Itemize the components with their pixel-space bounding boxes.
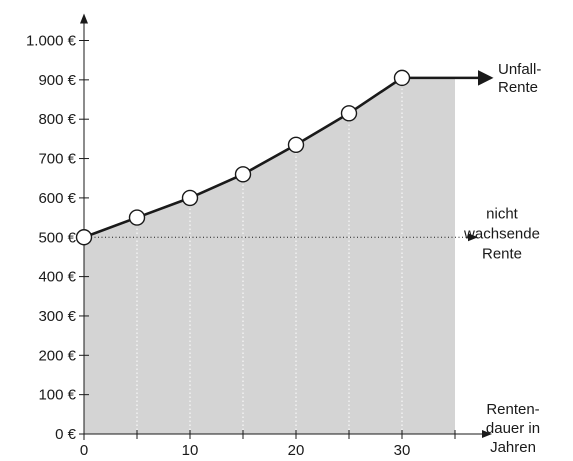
y-tick-label: 800 €	[38, 111, 76, 128]
series-label-line: Rente	[498, 79, 538, 96]
flat-label-line: wachsende	[463, 225, 540, 242]
data-point	[234, 166, 252, 183]
series-label-line: Unfall-	[498, 61, 541, 78]
x-axis-label-line: Jahren	[490, 439, 536, 456]
y-tick-label: 400 €	[38, 269, 76, 286]
y-tick-label: 300 €	[38, 308, 76, 325]
y-tick-label: 600 €	[38, 190, 76, 207]
y-tick-label: 100 €	[38, 387, 76, 404]
y-tick-label: 1.000 €	[26, 33, 77, 50]
data-point	[287, 136, 305, 153]
data-point	[75, 229, 93, 246]
y-tick-label: 200 €	[38, 347, 76, 364]
y-tick-label: 0 €	[55, 426, 77, 443]
shaded-area	[84, 77, 455, 434]
x-tick-label: 20	[288, 442, 305, 459]
flat-label-line: nicht	[486, 205, 519, 222]
data-point	[393, 69, 411, 87]
x-tick-label: 0	[80, 442, 88, 459]
y-tick-label: 500 €	[38, 229, 76, 246]
x-axis-label-line: Renten-	[486, 401, 539, 418]
data-point	[181, 189, 199, 207]
y-tick-label: 900 €	[38, 72, 76, 89]
y-tick-label: 700 €	[38, 151, 76, 168]
data-point	[128, 209, 146, 226]
data-point	[340, 105, 358, 122]
flat-label-line: Rente	[482, 245, 522, 262]
x-tick-label: 10	[182, 442, 199, 459]
x-tick-label: 30	[394, 442, 411, 459]
x-axis-label-line: dauer in	[486, 420, 540, 437]
